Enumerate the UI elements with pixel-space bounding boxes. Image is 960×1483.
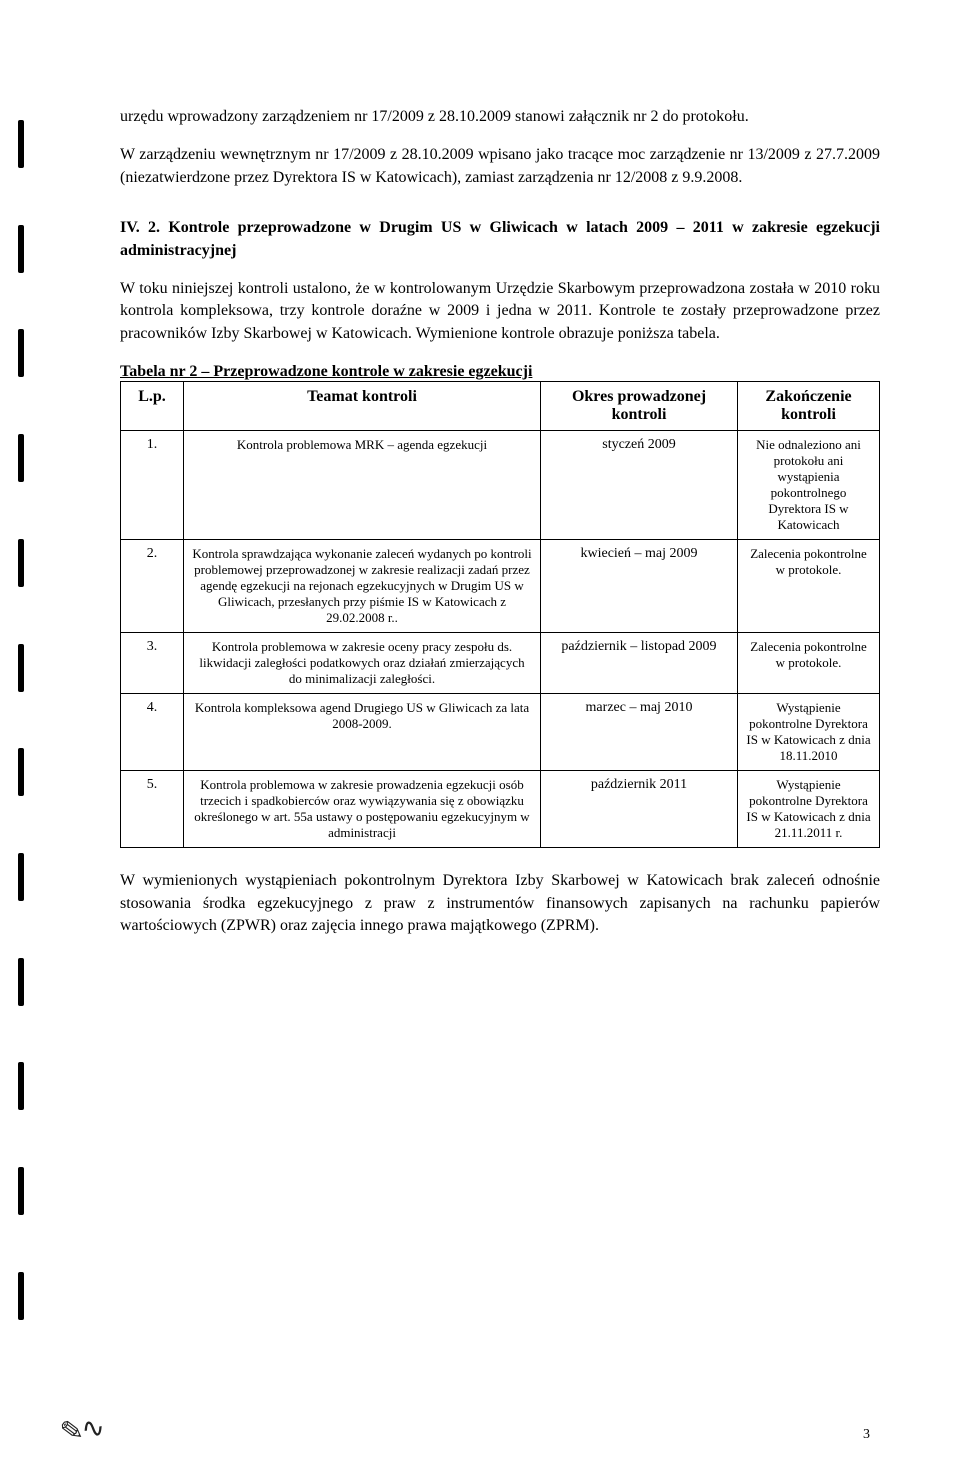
paragraph-4: W wymienionych wystąpieniach pokontrolny…: [120, 870, 880, 937]
table-row: 5. Kontrola problemowa w zakresie prowad…: [121, 771, 880, 848]
paragraph-2: W zarządzeniu wewnętrznym nr 17/2009 z 2…: [120, 144, 880, 189]
cell-topic: Kontrola problemowa w zakresie prowadzen…: [184, 771, 541, 848]
table-header-row: L.p. Teamat kontroli Okres prowadzonej k…: [121, 382, 880, 431]
cell-topic: Kontrola problemowa MRK – agenda egzekuc…: [184, 431, 541, 540]
cell-result: Nie odnaleziono ani protokołu ani wystąp…: [738, 431, 880, 540]
cell-lp: 2.: [121, 540, 184, 633]
table-row: 4. Kontrola kompleksowa agend Drugiego U…: [121, 694, 880, 771]
cell-period: marzec – maj 2010: [541, 694, 738, 771]
col-header-lp: L.p.: [121, 382, 184, 431]
cell-result: Zalecenia pokontrolne w protokole.: [738, 540, 880, 633]
cell-topic: Kontrola sprawdzająca wykonanie zaleceń …: [184, 540, 541, 633]
page-number: 3: [863, 1427, 870, 1443]
cell-result: Wystąpienie pokontrolne Dyrektora IS w K…: [738, 771, 880, 848]
col-header-result: Zakończenie kontroli: [738, 382, 880, 431]
table-row: 1. Kontrola problemowa MRK – agenda egze…: [121, 431, 880, 540]
cell-period: styczeń 2009: [541, 431, 738, 540]
binding-marks: [18, 120, 24, 1320]
controls-table: L.p. Teamat kontroli Okres prowadzonej k…: [120, 381, 880, 848]
col-header-topic: Teamat kontroli: [184, 382, 541, 431]
col-header-period: Okres prowadzonej kontroli: [541, 382, 738, 431]
cell-period: kwiecień – maj 2009: [541, 540, 738, 633]
cell-lp: 4.: [121, 694, 184, 771]
table-row: 3. Kontrola problemowa w zakresie oceny …: [121, 633, 880, 694]
cell-result: Zalecenia pokontrolne w protokole.: [738, 633, 880, 694]
cell-lp: 3.: [121, 633, 184, 694]
cell-period: październik 2011: [541, 771, 738, 848]
table-caption: Tabela nr 2 – Przeprowadzone kontrole w …: [120, 363, 880, 381]
paragraph-1: urzędu wprowadzony zarządzeniem nr 17/20…: [120, 106, 880, 128]
cell-period: październik – listopad 2009: [541, 633, 738, 694]
document-page: urzędu wprowadzony zarządzeniem nr 17/20…: [0, 0, 960, 1483]
cell-topic: Kontrola problemowa w zakresie oceny pra…: [184, 633, 541, 694]
table-row: 2. Kontrola sprawdzająca wykonanie zalec…: [121, 540, 880, 633]
paragraph-3: W toku niniejszej kontroli ustalono, że …: [120, 278, 880, 345]
section-heading: IV. 2. Kontrole przeprowadzone w Drugim …: [120, 217, 880, 262]
cell-lp: 1.: [121, 431, 184, 540]
cell-topic: Kontrola kompleksowa agend Drugiego US w…: [184, 694, 541, 771]
cell-lp: 5.: [121, 771, 184, 848]
cell-result: Wystąpienie pokontrolne Dyrektora IS w K…: [738, 694, 880, 771]
handwritten-mark: ✎∿: [58, 1410, 105, 1450]
